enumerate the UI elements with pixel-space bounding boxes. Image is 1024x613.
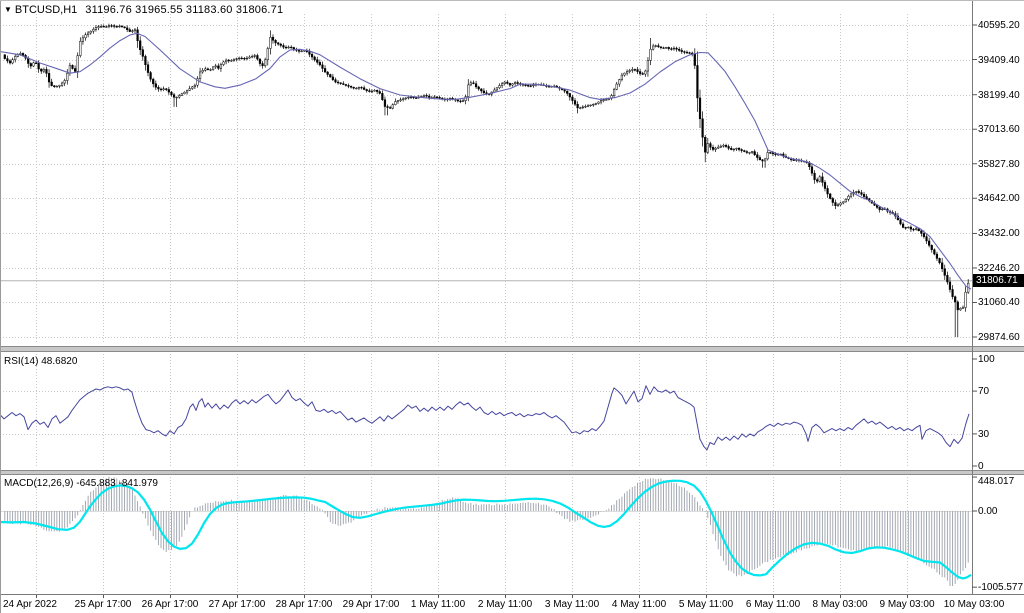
current-price-tag: 31806.71 [973, 274, 1024, 287]
macd-axis-label: 448.017 [978, 476, 1015, 487]
time-axis-label: 10 May 03:00 [943, 599, 1005, 610]
time-axis-label: 2 May 11:00 [477, 599, 533, 610]
time-axis-label: 5 May 11:00 [678, 599, 734, 610]
moving-average-line [0, 32, 972, 290]
time-axis-label: 4 May 11:00 [611, 599, 667, 610]
price-axis-label: 40595.20 [978, 20, 1020, 31]
main-chart-panel[interactable] [0, 1, 972, 346]
chart-header: ▼ BTCUSD,H1 31196.76 31965.55 31183.60 318… [4, 4, 283, 16]
macd-panel[interactable] [0, 475, 972, 594]
symbol-dropdown-icon[interactable]: ▼ [4, 5, 12, 14]
time-axis-label: 29 Apr 17:00 [342, 599, 400, 610]
candles [3, 23, 970, 337]
time-axis-label: 9 May 03:00 [879, 599, 935, 610]
rsi-panel[interactable] [0, 352, 972, 470]
macd-axis-label: 0.00 [978, 506, 998, 517]
time-axis[interactable] [0, 594, 1024, 613]
symbol-period-label: BTCUSD,H1 [14, 4, 78, 16]
rsi-axis-label: 70 [978, 386, 990, 397]
macd-axis-label: -1005.577 [978, 582, 1024, 593]
macd-indicator-label: MACD(12,26,9) -645.883 -841.979 [4, 478, 158, 489]
macd-signal-line [0, 479, 972, 580]
price-axis-label: 33432.00 [978, 228, 1020, 239]
time-axis-label: 27 Apr 17:00 [208, 599, 266, 610]
price-axis-label: 31060.40 [978, 297, 1020, 308]
time-axis-label: 1 May 11:00 [410, 599, 466, 610]
rsi-axis-label: 100 [978, 354, 995, 365]
ohlc-values: 31196.76 31965.55 31183.60 31806.71 [85, 4, 284, 16]
panel-separator[interactable] [0, 470, 1024, 475]
time-axis-label: 8 May 03:00 [812, 599, 868, 610]
rsi-axis-label: 0 [978, 461, 984, 472]
rsi-line [0, 385, 970, 451]
macd-histogram [4, 476, 969, 587]
price-axis-label: 29874.60 [978, 332, 1020, 343]
time-axis-label: 25 Apr 17:00 [74, 599, 132, 610]
price-axis-label: 34642.00 [978, 193, 1020, 204]
panel-separator[interactable] [0, 346, 1024, 352]
time-axis-label: 3 May 11:00 [544, 599, 600, 610]
time-axis-label: 26 Apr 17:00 [141, 599, 199, 610]
rsi-axis-label: 30 [978, 429, 990, 440]
time-axis-label: 6 May 11:00 [745, 599, 801, 610]
time-axis-label: 24 Apr 2022 [3, 599, 57, 610]
price-axis-label: 32246.20 [978, 263, 1020, 274]
price-axis-label: 35827.80 [978, 159, 1020, 170]
price-axis-label: 38199.40 [978, 90, 1020, 101]
rsi-indicator-label: RSI(14) 48.6820 [4, 356, 78, 367]
price-axis[interactable] [972, 0, 1024, 594]
price-axis-label: 39409.40 [978, 55, 1020, 66]
price-axis-label: 37013.60 [978, 124, 1020, 135]
time-axis-label: 28 Apr 17:00 [275, 599, 333, 610]
